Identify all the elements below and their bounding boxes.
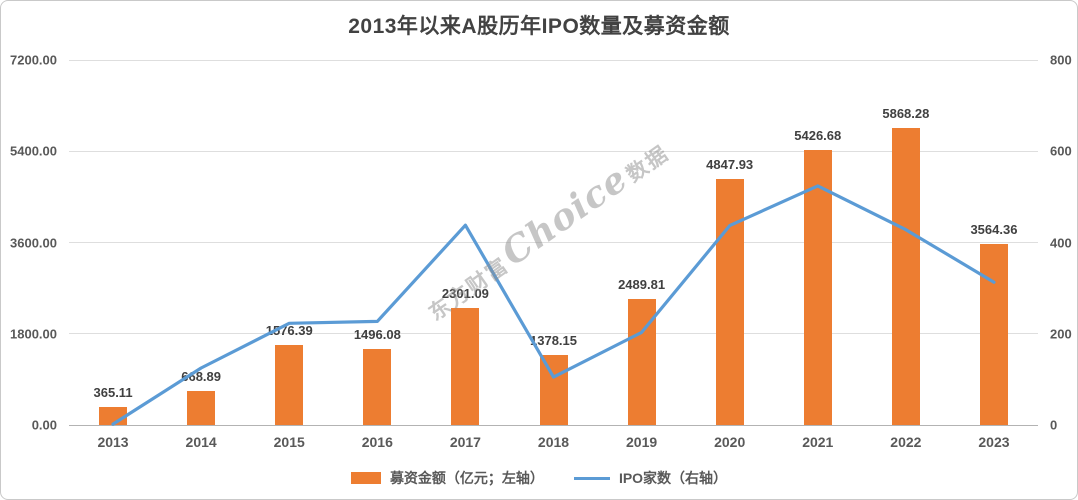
bar-series-swatch — [350, 472, 381, 484]
x-axis-label: 2022 — [890, 434, 922, 450]
x-axis-label: 2017 — [449, 434, 481, 450]
x-axis-label: 2018 — [537, 434, 570, 450]
legend: 募资金额（亿元；左轴） IPO家数（右轴） — [1, 468, 1077, 488]
y-axis-label-right: 200 — [1050, 326, 1072, 342]
x-axis-label: 2013 — [97, 434, 129, 450]
gridline — [69, 150, 1038, 152]
bar — [539, 355, 568, 425]
bar-value-label: 365.11 — [93, 384, 133, 400]
x-axis-label: 2015 — [273, 434, 305, 450]
bar-value-label: 4847.93 — [706, 157, 754, 173]
gridline — [69, 59, 1038, 61]
bar-value-label: 1576.39 — [265, 323, 313, 339]
y-axis-label-left: 3600.00 — [10, 235, 57, 250]
bar — [627, 298, 656, 425]
bar — [715, 179, 744, 425]
legend-item-bar: 募资金额（亿元；左轴） — [350, 468, 544, 488]
y-axis-label-left: 7200.00 — [10, 52, 57, 68]
chart-title: 2013年以来A股历年IPO数量及募资金额 — [348, 15, 730, 38]
bar-value-label: 5868.28 — [882, 105, 930, 121]
x-axis-label: 2014 — [185, 434, 217, 450]
y-axis-label-right: 800 — [1050, 52, 1072, 68]
bar-value-label: 3564.36 — [970, 222, 1018, 238]
bar-value-label: 1378.15 — [530, 333, 577, 349]
bar-value-label: 2489.81 — [618, 276, 666, 292]
bar — [99, 406, 128, 425]
y-axis-label-right: 0 — [1050, 417, 1058, 433]
y-axis-label-left: 5400.00 — [10, 143, 57, 159]
legend-label-bar: 募资金额（亿元；左轴） — [389, 470, 544, 486]
legend-item-line: IPO家数（右轴） — [573, 468, 728, 488]
x-axis-label: 2016 — [361, 434, 393, 450]
bar-value-label: 2301.09 — [441, 286, 489, 302]
bar — [979, 244, 1008, 425]
y-axis-label-right: 400 — [1050, 235, 1072, 250]
bar — [187, 391, 216, 425]
y-axis-label-right: 600 — [1050, 143, 1072, 159]
bar — [891, 127, 920, 425]
bar — [363, 349, 392, 425]
x-axis-label: 2020 — [714, 434, 746, 450]
bar-value-label: 668.89 — [181, 369, 222, 385]
bar — [803, 149, 832, 425]
bar — [275, 345, 304, 425]
x-axis-label: 2023 — [978, 434, 1010, 450]
y-axis-label-left: 1800.00 — [10, 326, 57, 342]
plot-area: 7200.00 5400.00 3600.00 1800.00 0.00 800 600 40… — [10, 53, 1072, 451]
bar — [451, 308, 480, 425]
line-series-swatch — [573, 476, 610, 480]
bar-value-label: 5426.68 — [794, 127, 842, 143]
legend-label-line: IPO家数（右轴） — [618, 470, 728, 486]
y-axis-label-left: 0.00 — [31, 417, 57, 433]
x-axis-label: 2021 — [802, 434, 834, 450]
bar-value-label: 1496.08 — [353, 327, 401, 343]
x-axis-label: 2019 — [626, 434, 658, 450]
